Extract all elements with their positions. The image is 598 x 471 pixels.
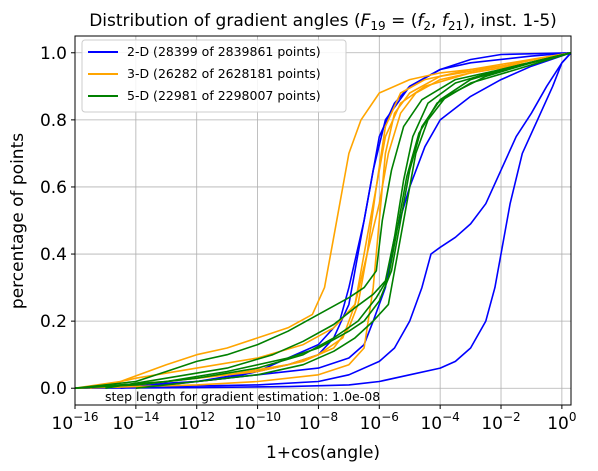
x-tick-label: 10−8 <box>299 410 338 434</box>
title-f: F <box>361 11 371 31</box>
y-tick-label: 0.8 <box>40 111 67 131</box>
legend-label-2d: 2-D (28399 of 2839861 points) <box>127 44 321 59</box>
x-tick-label: 1012 <box>178 410 215 434</box>
title-comma: , <box>431 11 442 31</box>
x-tick-label: 10−6 <box>360 410 399 434</box>
y-axis-label: percentage of points <box>8 133 28 309</box>
x-axis-label: 1+cos(angle) <box>266 443 380 463</box>
series-2-curve-1 <box>105 52 572 389</box>
x-tick-label: 10−10 <box>234 410 281 434</box>
series-2-curve-4 <box>74 52 572 389</box>
x-axis-ticks: 10−16 10−14 1012 10−10 10−8 10−6 10−4 10−2 100 <box>52 405 577 434</box>
x-tick-label: 100 <box>547 410 576 434</box>
title-f-sub: 19 <box>370 19 385 33</box>
legend: 2-D (28399 of 2839861 points) 3-D (26282… <box>81 39 347 113</box>
series-1-curve-3 <box>74 52 572 389</box>
series-0-curve-3 <box>74 52 572 389</box>
series-0-curve-1 <box>120 52 572 389</box>
x-tick-label: 10−2 <box>481 410 520 434</box>
title-eq: = ( <box>386 11 418 31</box>
title-f2-sub: 2 <box>423 19 431 33</box>
series-1-curve-1 <box>90 52 572 389</box>
y-tick-label: 0.6 <box>40 178 67 198</box>
title-f21: f <box>442 11 451 31</box>
series-2-curve-0 <box>74 52 572 389</box>
y-tick-label: 1.0 <box>40 44 67 64</box>
y-tick-label: 0.4 <box>40 245 67 265</box>
y-tick-label: 0.2 <box>40 312 67 332</box>
series-1-curve-0 <box>74 52 572 389</box>
x-tick-label: 10−4 <box>420 410 459 434</box>
y-axis-ticks: 0.0 0.2 0.4 0.6 0.8 1.0 <box>40 44 75 399</box>
title-f21-sub: 21 <box>448 19 463 33</box>
x-tick-label: 10−16 <box>52 410 99 434</box>
series-2-curve-2 <box>74 52 572 389</box>
x-tick-label: 10−14 <box>112 410 159 434</box>
legend-label-5d: 5-D (22981 of 2298007 points) <box>127 88 321 103</box>
title-suffix: ), inst. 1-5) <box>463 11 557 31</box>
data-curves <box>74 52 572 389</box>
series-0-curve-2 <box>74 52 572 389</box>
y-tick-label: 0.0 <box>40 379 67 399</box>
legend-box <box>81 39 347 113</box>
step-length-annotation: step length for gradient estimation: 1.0… <box>105 389 380 404</box>
title-f2: f <box>417 11 426 31</box>
chart-title: Distribution of gradient angles (F19 = (… <box>89 11 557 33</box>
title-prefix: Distribution of gradient angles ( <box>89 11 360 31</box>
series-1-curve-4 <box>74 52 572 389</box>
plot-frame <box>74 35 572 406</box>
legend-label-3d: 3-D (26282 of 2628181 points) <box>127 66 321 81</box>
series-1-curve-2 <box>74 52 572 389</box>
